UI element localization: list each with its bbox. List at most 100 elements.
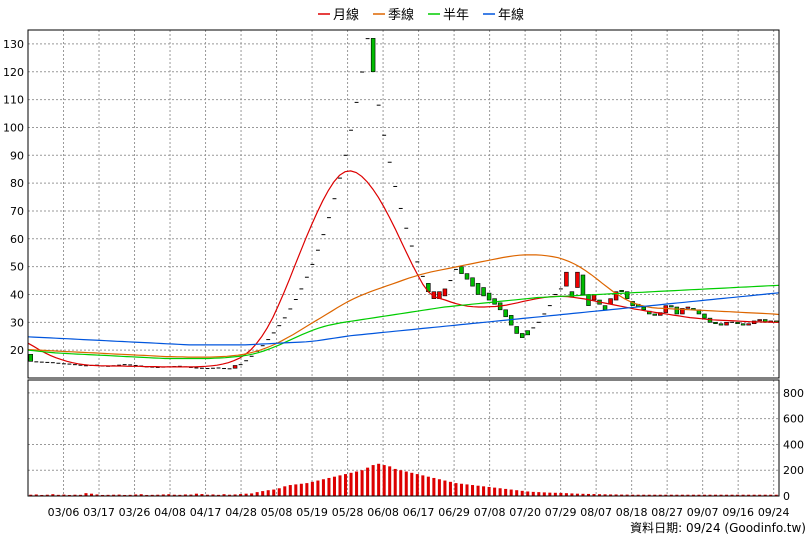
volume-bar [244,493,248,496]
volume-bar [255,492,259,496]
candle [580,274,586,295]
volume-bar [559,492,563,496]
volume-bar [272,489,276,496]
candle [525,330,530,336]
volume-bar [421,475,425,496]
volume-bar [697,494,701,496]
volume-bar [183,494,187,496]
volume-bar [29,494,33,496]
volume-bar [570,493,574,496]
volume-bar [498,488,502,496]
price-tick-label: 120 [3,66,24,79]
volume-bar [586,493,591,496]
volume-bar [156,494,160,496]
price-tick-label: 20 [10,344,24,357]
volume-bar [476,485,480,496]
x-tick-label: 06/17 [403,506,435,519]
volume-bar [581,493,585,496]
volume-bar [377,463,381,496]
x-tick-label: 08/07 [580,506,612,519]
x-tick-label: 04/08 [154,506,186,519]
candle [28,354,33,362]
candle [442,288,448,297]
volume-bar [686,494,690,496]
volume-bar [454,483,458,496]
legend: 月線 季線 半年 年線 [318,7,524,23]
volume-bar [34,494,38,496]
volume-bar [228,494,232,496]
volume-bar [216,494,221,496]
volume-tick-label: 600 [783,413,804,426]
volume-bar [145,494,149,496]
price-frame [27,29,780,379]
volume-bar [531,491,535,496]
volume-bar [564,493,568,496]
volume-bar [139,494,143,496]
axes: 20 30 40 50 60 70 80 90 100 110 120 130 0 200 400 600 80… [3,29,804,519]
price-tick-label: 100 [3,121,24,134]
volume-bar [62,494,66,496]
volume-bar [465,484,469,496]
volume-bar [56,494,60,496]
x-tick-label: 06/29 [438,506,470,519]
volume-bar [239,494,243,496]
volume-bar [371,465,375,496]
candle [575,271,580,288]
volume-bar [178,494,182,496]
volume-bar [106,494,110,496]
volume-bar [437,479,441,496]
volume-bar [161,494,165,496]
x-tick-label: 07/20 [509,506,541,519]
volume-bar [332,476,336,496]
candle [459,266,464,274]
volume-bar [658,494,662,496]
candle [713,322,718,325]
volume-bar [636,494,640,496]
volume-bar [189,494,193,496]
volume-bar [747,494,751,496]
volume-bar [609,494,613,496]
volume-bar [123,494,127,496]
price-tick-label: 40 [10,288,24,301]
candle [470,277,475,287]
volume-bar [664,494,668,496]
volume-bar [194,493,198,496]
ma-line [27,170,779,368]
candle [613,291,619,301]
volume-bar [669,494,673,496]
volume-bar [250,493,254,496]
legend-label: 年線 [498,7,524,23]
volume-bar [509,489,513,496]
volume-bar [172,494,176,496]
x-tick-label: 03/26 [119,506,151,519]
candle [680,308,685,315]
volume-bar [67,494,71,496]
ma-line [27,254,780,358]
volume-bar [211,494,215,496]
volume-bar [719,494,723,496]
x-tick-label: 03/06 [48,506,80,519]
volume-bar [51,494,55,496]
volume-bar [134,494,138,496]
candle [619,290,624,292]
candle [685,306,691,309]
price-tick-label: 90 [10,149,24,162]
x-tick-label: 05/08 [261,506,293,519]
price-tick-label: 80 [10,177,24,190]
ma-line [27,284,780,360]
volume-bar [769,494,773,496]
volume-bar [310,481,314,496]
volume-bar [410,472,414,496]
volume-bar [443,480,447,496]
volume-bar [592,494,596,496]
legend-label: 半年 [443,8,469,23]
volume-bar [360,470,364,496]
volume-bar [603,494,607,496]
volume-bar [78,494,82,496]
volume-bar [150,494,154,496]
volume-bar [366,467,370,496]
price-tick-label: 110 [3,94,24,107]
volume-bar [620,494,624,496]
volume-bar [200,494,204,496]
